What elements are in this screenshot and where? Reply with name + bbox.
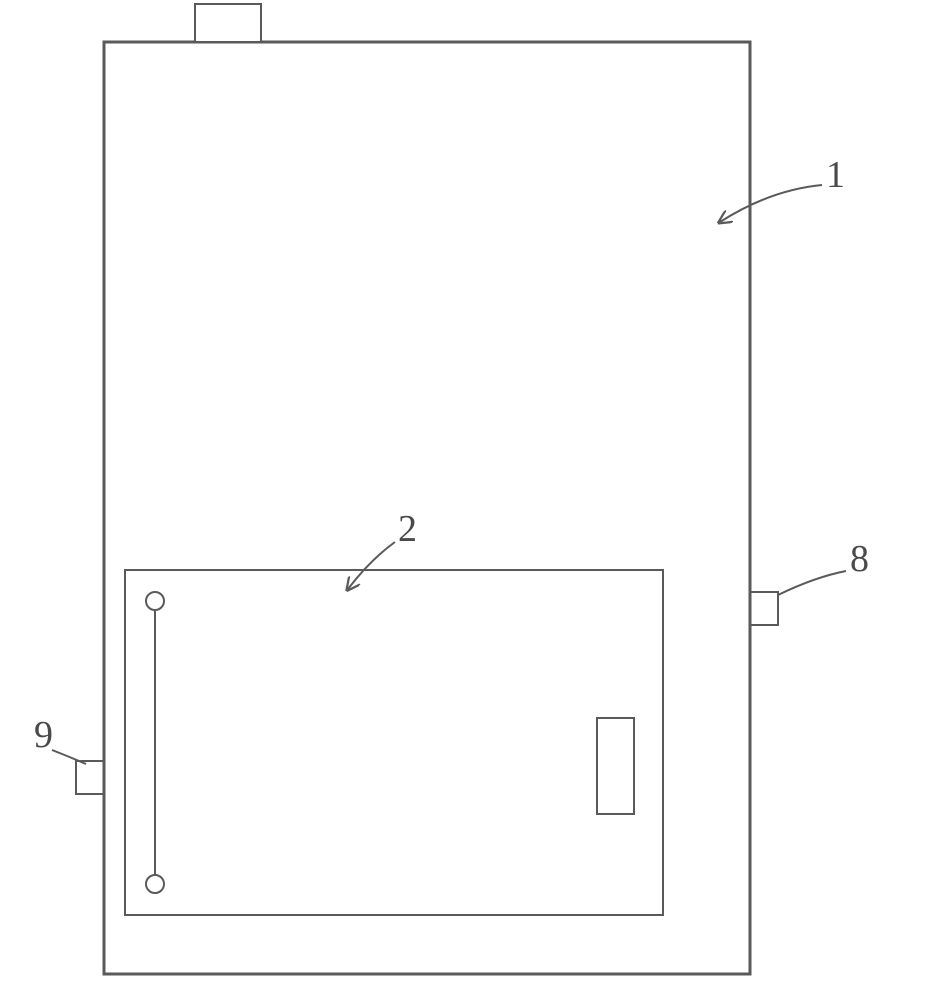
port-right-rect: [750, 592, 778, 625]
door-rect: [125, 570, 663, 915]
label-8: 8: [850, 540, 869, 578]
top-port-rect: [195, 4, 261, 42]
door-hinge-top-icon: [146, 592, 164, 610]
diagram-stage: 1 2 8 9: [0, 0, 927, 1000]
diagram-svg: [0, 0, 927, 1000]
label-9: 9: [34, 716, 53, 754]
door-hinge-bottom-icon: [146, 875, 164, 893]
label-2: 2: [398, 510, 417, 548]
leader-8: [778, 571, 846, 595]
leader-9: [52, 750, 86, 764]
door-handle-rect: [597, 718, 634, 814]
port-left-rect: [76, 761, 104, 794]
label-1: 1: [826, 156, 845, 194]
